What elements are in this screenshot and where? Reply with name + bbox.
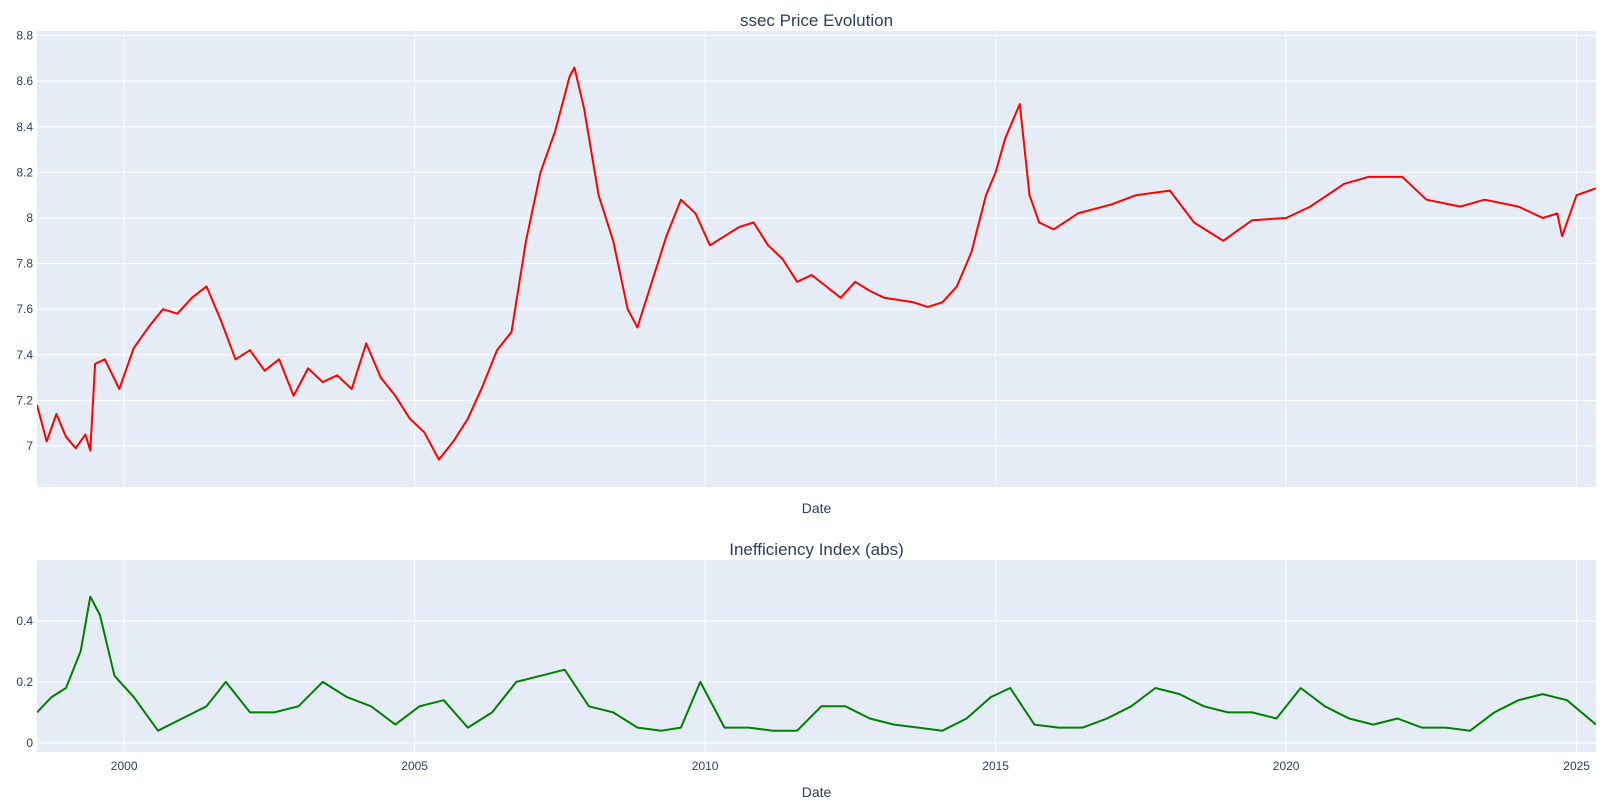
- x-tick-label: 2000: [111, 759, 138, 773]
- y-tick-label: 7: [26, 439, 33, 453]
- y-tick-label: 8.6: [16, 74, 33, 88]
- y-tick-label: 7.2: [16, 393, 33, 407]
- price-panel: 7 7.2 7.4 7.6 7.8 8 8.2 8.4 8.6 8.8 ssec Price Evo…: [16, 11, 1596, 516]
- chart-title: Inefficiency Index (abs): [729, 540, 904, 559]
- y-tick-label: 8.4: [16, 120, 33, 134]
- y-tick-label: 8: [26, 211, 33, 225]
- y-tick-label: 0: [26, 736, 33, 750]
- x-axis-label: Date: [802, 784, 832, 800]
- y-tick-label: 0.4: [16, 614, 33, 628]
- y-tick-label: 8.8: [16, 29, 33, 43]
- plot-background: [37, 560, 1596, 752]
- y-tick-label: 7.6: [16, 302, 33, 316]
- plot-background: [37, 31, 1596, 487]
- x-tick-label: 2020: [1273, 759, 1300, 773]
- series-line-0: [37, 66, 1596, 461]
- x-tick-label: 2005: [401, 759, 428, 773]
- x-tick-label: 2015: [982, 759, 1009, 773]
- inefficiency-panel: 0 0.2 0.4 2000 2005 2010 2015 2020 2025 Inefficie…: [16, 540, 1596, 800]
- y-tick-label: 7.8: [16, 257, 33, 271]
- x-tick-label: 2025: [1563, 759, 1590, 773]
- y-tick-label: 7.4: [16, 348, 33, 362]
- x-tick-label: 2010: [692, 759, 719, 773]
- y-tick-label: 0.2: [16, 675, 33, 689]
- series-line-0: [37, 595, 1596, 732]
- x-axis-label: Date: [802, 500, 832, 516]
- chart-title: ssec Price Evolution: [740, 11, 893, 30]
- y-tick-label: 8.2: [16, 165, 33, 179]
